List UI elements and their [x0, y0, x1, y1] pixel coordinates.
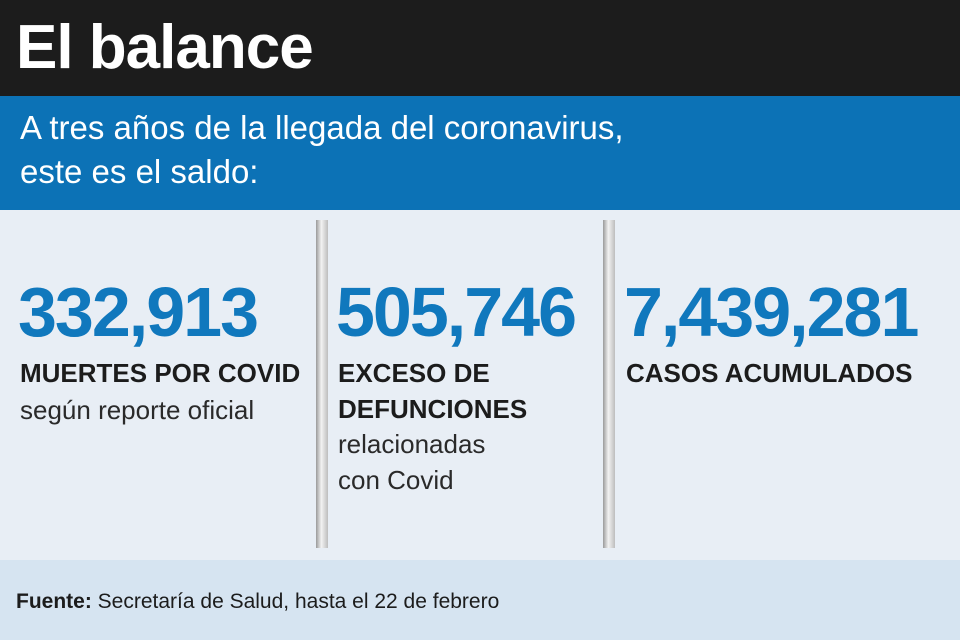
intro-line-2: este es el saldo: — [20, 153, 259, 190]
source-label: Fuente: — [16, 590, 92, 613]
stat-cumulative-cases: 7,439,281 CASOS ACUMULADOS — [624, 210, 954, 560]
stat-value: 505,746 — [336, 273, 577, 351]
stat-excess-deaths: 505,746 EXCESO DE DEFUNCIONES relacionad… — [336, 210, 606, 560]
stat-label: CASOS ACUMULADOS — [626, 358, 913, 388]
footer-source: Fuente: Secretaría de Salud, hasta el 22… — [0, 560, 960, 640]
page-title: El balance — [16, 13, 314, 82]
intro-line-1: A tres años de la llegada del coronaviru… — [20, 109, 624, 146]
stat-label: MUERTES POR COVID — [20, 358, 301, 388]
stat-value: 332,913 — [18, 273, 259, 351]
stat-value: 7,439,281 — [624, 273, 919, 351]
column-divider — [316, 220, 328, 548]
source-note: Fuente: Secretaría de Salud, hasta el 22… — [16, 588, 499, 616]
header-bar: El balance — [0, 0, 960, 96]
stat-label: EXCESO DE — [338, 358, 490, 388]
stats-panel: 332,913 MUERTES POR COVID según reporte … — [0, 210, 960, 560]
stat-sublabel-line-2: con Covid — [338, 465, 454, 495]
source-text: Secretaría de Salud, hasta el 22 de febr… — [97, 590, 500, 613]
stat-official-deaths: 332,913 MUERTES POR COVID según reporte … — [18, 210, 318, 560]
stat-label-line-2: DEFUNCIONES — [338, 394, 528, 424]
intro-banner: A tres años de la llegada del coronaviru… — [0, 96, 960, 210]
column-divider — [603, 220, 615, 548]
stat-sublabel: según reporte oficial — [20, 395, 255, 425]
stat-sublabel: relacionadas — [338, 429, 486, 459]
